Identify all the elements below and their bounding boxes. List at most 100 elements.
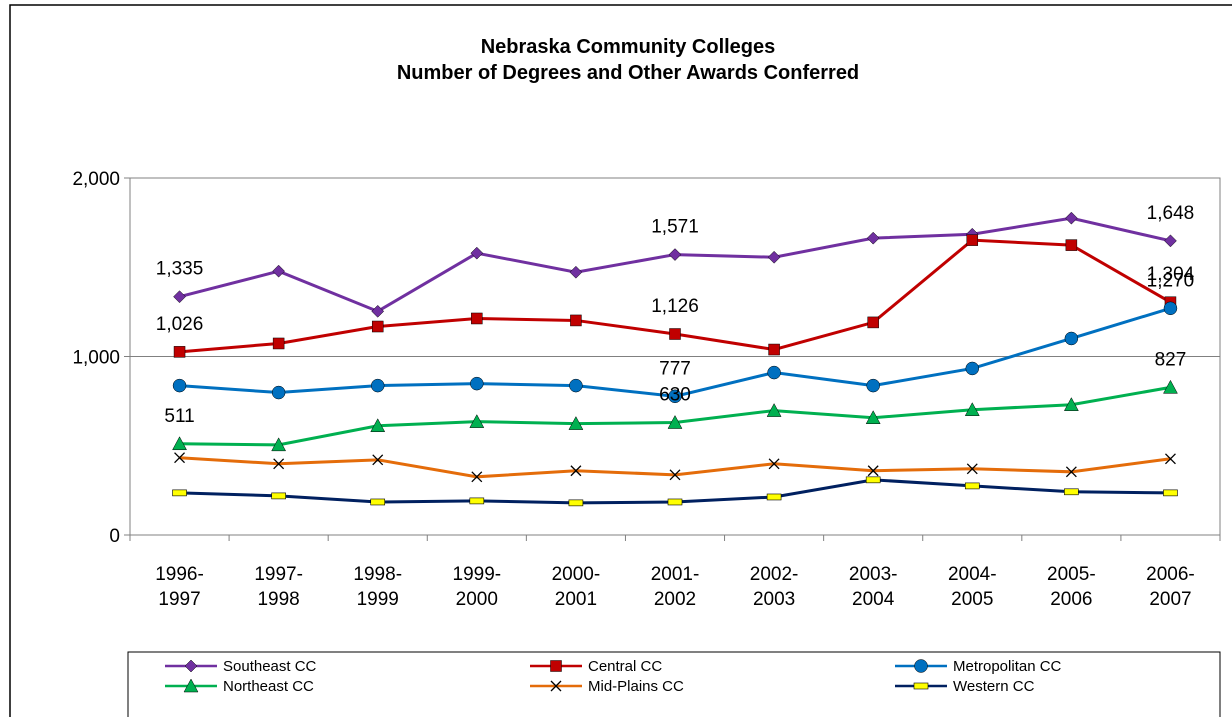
marker (568, 416, 584, 430)
marker (1064, 488, 1079, 496)
marker (1163, 489, 1178, 497)
marker (273, 458, 285, 470)
marker (370, 498, 386, 506)
data-label: 511 (164, 406, 194, 427)
marker (667, 498, 683, 506)
marker-shape (372, 454, 384, 466)
marker (1064, 331, 1079, 346)
x-tick-label: 2005-2006 (1047, 564, 1096, 610)
y-tick-label: 0 (109, 526, 120, 547)
marker (866, 378, 880, 393)
marker-shape (1164, 453, 1176, 465)
marker (272, 264, 285, 278)
marker (568, 499, 584, 507)
marker (372, 454, 384, 466)
marker-shape (471, 471, 483, 483)
marker-shape (1164, 234, 1177, 248)
marker (669, 328, 681, 340)
x-tick-label: 2000-2001 (552, 564, 601, 610)
marker-shape (568, 416, 584, 430)
marker (966, 463, 978, 475)
data-label: 1,571 (651, 217, 699, 238)
legend-label: Central CC (588, 658, 662, 675)
marker-shape (1163, 379, 1178, 394)
marker-shape (866, 378, 880, 393)
marker (184, 659, 198, 673)
legend-label: Metropolitan CC (953, 658, 1062, 675)
chart-title: Number of Degrees and Other Awards Confe… (397, 62, 859, 84)
marker-shape (172, 489, 187, 497)
marker-shape (1163, 301, 1178, 316)
marker-shape (865, 410, 881, 424)
marker-shape (913, 682, 929, 690)
marker-shape (469, 414, 485, 428)
marker-shape (668, 389, 682, 404)
marker-shape (667, 498, 683, 506)
marker (271, 437, 287, 452)
marker-shape (570, 314, 582, 327)
marker-shape (371, 304, 385, 318)
marker-shape (271, 385, 286, 400)
marker-shape (668, 248, 682, 261)
marker-shape (867, 316, 879, 329)
marker-shape (1065, 466, 1077, 478)
marker-shape (272, 264, 285, 278)
marker (865, 476, 881, 484)
legend-label: Northeast CC (223, 678, 314, 695)
legend-label: Western CC (953, 678, 1035, 695)
marker-shape (914, 659, 928, 673)
marker-shape (469, 497, 485, 505)
marker (471, 471, 483, 483)
marker-shape (273, 458, 285, 470)
marker (183, 678, 199, 693)
marker-shape (865, 476, 881, 484)
marker (272, 337, 285, 350)
x-tick-label: 2006-2007 (1146, 564, 1195, 610)
marker (867, 316, 879, 329)
data-label: 1,126 (651, 296, 699, 317)
marker-shape (1163, 489, 1178, 497)
marker (172, 378, 187, 393)
marker (370, 418, 386, 433)
x-tick-label: 2003-2004 (849, 564, 898, 610)
marker (914, 659, 928, 673)
marker (767, 250, 781, 264)
marker (174, 452, 186, 464)
marker (667, 415, 683, 429)
marker-shape (669, 469, 681, 481)
marker-shape (964, 402, 980, 416)
marker (766, 493, 782, 501)
marker (1065, 211, 1078, 225)
marker-shape (569, 378, 583, 393)
marker (173, 290, 186, 304)
marker (470, 246, 484, 260)
marker (867, 465, 879, 477)
marker (668, 389, 682, 404)
legend-label: Southeast CC (223, 658, 317, 675)
marker (1063, 397, 1079, 411)
x-tick-label: 1998-1999 (353, 564, 402, 610)
chart-title: Nebraska Community Colleges (481, 36, 776, 58)
marker-shape (174, 452, 186, 464)
marker-shape (1064, 331, 1079, 346)
marker-shape (965, 361, 980, 376)
marker (371, 320, 384, 333)
marker (1065, 239, 1078, 251)
marker-shape (966, 234, 979, 246)
marker (964, 402, 980, 416)
data-label: 1,270 (1147, 270, 1195, 291)
marker (965, 361, 980, 376)
marker (913, 682, 929, 690)
marker-shape (1063, 397, 1079, 411)
marker (570, 314, 582, 327)
x-tick-label: 1999-2000 (453, 564, 502, 610)
marker (768, 343, 780, 356)
marker (569, 265, 583, 279)
data-label: 1,304 (1147, 264, 1195, 285)
marker (569, 378, 583, 393)
marker (964, 482, 980, 490)
marker (865, 410, 881, 424)
marker (370, 378, 385, 393)
marker (1065, 466, 1077, 478)
